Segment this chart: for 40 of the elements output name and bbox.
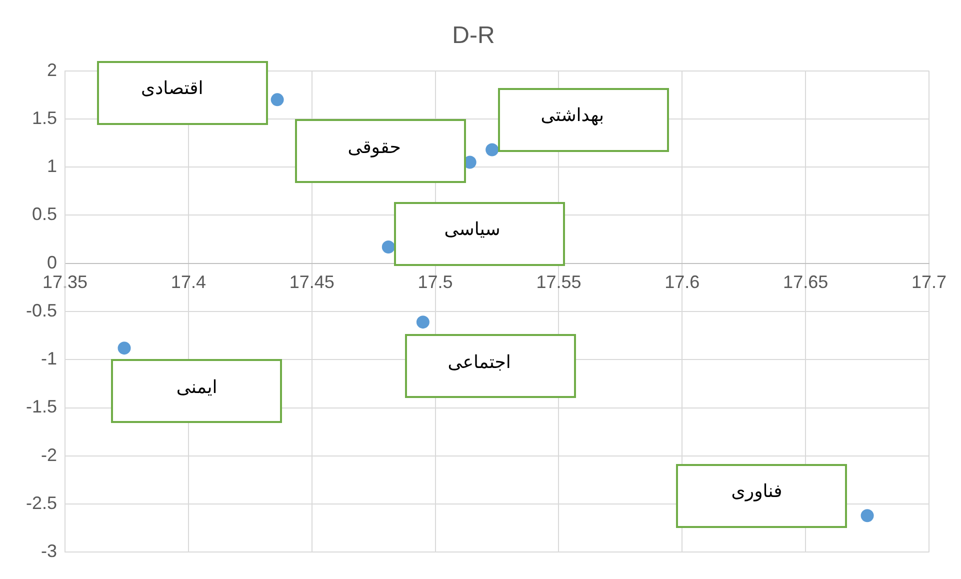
x-tick-label: 17.6 — [664, 272, 700, 292]
y-tick-label: 1.5 — [32, 108, 58, 128]
annotation: سیاسی — [444, 219, 500, 242]
point — [860, 509, 874, 522]
y-tick-label: -1 — [41, 348, 58, 369]
callout-box: اقتصادی — [97, 60, 268, 125]
callout-box: حقوقی — [294, 119, 466, 184]
point — [382, 240, 395, 254]
x-tick-label: 17.4 — [170, 272, 206, 292]
point — [118, 342, 131, 355]
annotation: فناوری — [731, 481, 782, 504]
annotation: اجتماعی — [448, 352, 511, 374]
point — [416, 316, 430, 329]
y-tick-label: -2 — [41, 444, 58, 465]
annotation: اقتصادی — [141, 78, 204, 100]
x-tick-label: 17.65 — [783, 272, 828, 292]
y-tick-label: -0.5 — [26, 300, 58, 320]
y-tick-label: -1.5 — [26, 396, 58, 417]
x-tick-label: 17.35 — [42, 272, 88, 292]
y-tick-label: 2 — [47, 60, 58, 80]
callout-box: بهداشتی — [498, 88, 670, 152]
callout-box: ایمنی — [111, 359, 282, 424]
annotation: بهداشتی — [540, 105, 604, 128]
annotation: ایمنی — [176, 376, 218, 399]
point — [486, 143, 499, 156]
x-tick-label: 17.45 — [289, 272, 334, 292]
callout-box: سیاسی — [394, 202, 566, 266]
y-tick-label: 0.5 — [32, 204, 58, 224]
y-tick-label: 0 — [47, 252, 58, 272]
y-tick-label: 1 — [47, 156, 58, 176]
annotation: حقوقی — [348, 136, 401, 160]
y-tick-label: -3 — [41, 541, 58, 562]
callout-box: اجتماعی — [404, 334, 576, 398]
callout-box: فناوری — [676, 464, 848, 528]
y-tick-label: -2.5 — [26, 493, 58, 514]
chart-title: D-R — [452, 22, 495, 50]
point — [270, 93, 284, 106]
x-tick-label: 17.55 — [536, 272, 582, 292]
x-tick-label: 17.5 — [418, 272, 453, 292]
x-tick-label: 17.7 — [911, 272, 947, 292]
